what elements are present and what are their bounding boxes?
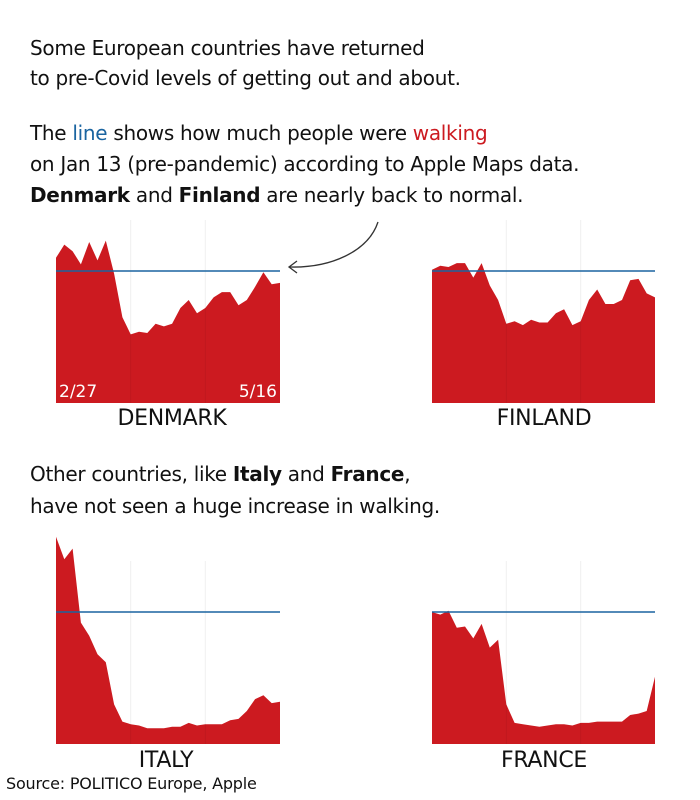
area-series — [56, 240, 280, 403]
denmark-bold: Denmark — [30, 183, 130, 207]
area-series — [432, 610, 655, 744]
france-bold: France — [330, 462, 405, 486]
chart-france — [432, 561, 655, 744]
x-tick-end: 5/16 — [239, 382, 277, 402]
text: and — [129, 183, 179, 207]
intro-line-2: to pre-Covid levels of getting out and a… — [30, 66, 461, 90]
middle-line-1: Other countries, like Italy and France, — [30, 459, 411, 489]
italy-bold: Italy — [232, 462, 282, 486]
area-series — [56, 536, 280, 744]
finland-bold: Finland — [178, 183, 261, 207]
chart-title-italy: ITALY — [138, 748, 194, 773]
intro-line-1: Some European countries have returned — [30, 36, 425, 60]
text: shows how much people were — [107, 121, 413, 145]
text: Other countries, like — [30, 462, 233, 486]
text: and — [281, 462, 331, 486]
explain-line-1: The line shows how much people were walk… — [30, 118, 488, 148]
area-series — [432, 263, 655, 403]
chart-title-france: FRANCE — [500, 748, 588, 773]
explain-line-3: Denmark and Finland are nearly back to n… — [30, 180, 523, 210]
walking-word: walking — [412, 121, 488, 145]
x-tick-start: 2/27 — [59, 382, 97, 402]
chart-finland — [432, 220, 655, 403]
chart-italy — [56, 536, 280, 744]
text: The — [30, 121, 73, 145]
chart-denmark: 2/27 5/16 — [56, 220, 280, 403]
source-note: Source: POLITICO Europe, Apple — [6, 774, 257, 793]
text: are nearly back to normal. — [260, 183, 524, 207]
line-word: line — [72, 121, 108, 145]
chart-title-finland: FINLAND — [496, 406, 592, 431]
chart-title-denmark: DENMARK — [117, 406, 227, 431]
middle-line-2: have not seen a huge increase in walking… — [30, 494, 440, 518]
explain-line-2: on Jan 13 (pre-pandemic) according to Ap… — [30, 152, 580, 176]
text: , — [404, 462, 411, 486]
